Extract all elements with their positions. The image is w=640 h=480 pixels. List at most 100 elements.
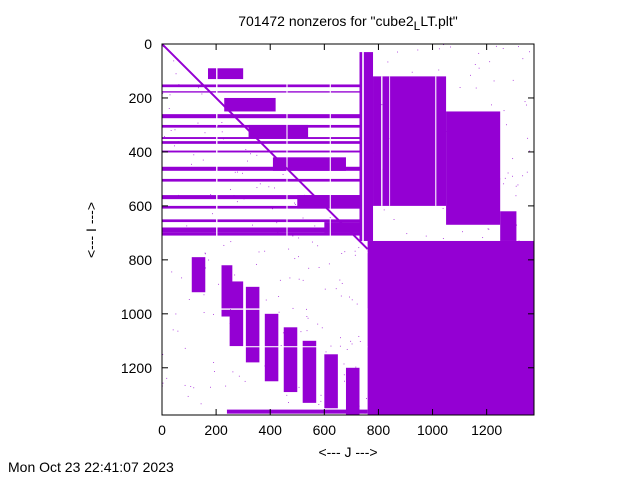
nonzero-dot xyxy=(191,163,192,165)
nonzero-dot xyxy=(243,198,245,200)
nonzero-panel xyxy=(224,97,276,112)
nonzero-dot xyxy=(478,213,479,215)
nonzero-dot xyxy=(503,183,505,185)
nonzero-dot xyxy=(256,187,258,189)
nonzero-dot xyxy=(320,394,322,396)
nonzero-dot xyxy=(340,337,341,339)
nonzero-dot xyxy=(494,209,496,211)
nonzero-dot xyxy=(314,225,316,227)
nonzero-dot xyxy=(343,363,345,365)
nonzero-dot xyxy=(443,44,445,46)
nonzero-dot xyxy=(173,60,175,62)
nonzero-dot xyxy=(376,100,377,102)
nonzero-dot xyxy=(325,369,327,371)
nonzero-row-stripe xyxy=(226,409,368,414)
nonzero-dot xyxy=(229,323,231,324)
zero-gap xyxy=(286,44,288,241)
nonzero-dot xyxy=(203,281,204,283)
nonzero-dot xyxy=(406,233,408,235)
nonzero-dot xyxy=(339,345,341,347)
nonzero-dot xyxy=(311,200,312,202)
nonzero-dot xyxy=(515,195,517,197)
nonzero-dot xyxy=(258,343,260,345)
nonzero-dot xyxy=(482,237,484,239)
nonzero-dot xyxy=(366,398,367,399)
nonzero-dot xyxy=(354,254,356,256)
nonzero-dot xyxy=(311,380,313,382)
nonzero-dot xyxy=(397,51,398,53)
nonzero-dot xyxy=(292,235,294,237)
nonzero-dot xyxy=(278,311,280,313)
nonzero-dot xyxy=(277,232,279,233)
nonzero-dot xyxy=(302,217,304,219)
axes: 0 200 400 600 800 1000 1200 0 200 400 600 800 1000 12… xyxy=(121,36,534,438)
nonzero-dot xyxy=(251,361,253,362)
nonzero-dot xyxy=(177,330,179,332)
nonzero-dot xyxy=(393,219,395,220)
nonzero-dot xyxy=(507,172,509,174)
nonzero-dot xyxy=(339,279,341,281)
nonzero-dot xyxy=(412,103,413,105)
zero-gap xyxy=(362,44,364,241)
nonzero-dot xyxy=(438,69,440,71)
nonzero-dot xyxy=(306,330,308,332)
nonzero-dot xyxy=(318,266,320,268)
nonzero-dot xyxy=(467,127,469,128)
nonzero-dot xyxy=(412,147,414,148)
nonzero-dot xyxy=(383,209,385,211)
nonzero-dot xyxy=(468,192,470,194)
x-tick-label: 0 xyxy=(158,422,166,438)
nonzero-dot xyxy=(187,395,189,397)
nonzero-dot xyxy=(178,84,180,85)
nonzero-dot xyxy=(478,67,480,69)
nonzero-col-block xyxy=(324,354,338,409)
nonzero-dot xyxy=(343,374,345,376)
nonzero-dot xyxy=(375,155,377,157)
nonzero-dot xyxy=(234,274,236,276)
nonzero-dot xyxy=(256,154,258,156)
nonzero-dot xyxy=(412,177,414,178)
x-axis-label: <--- J ---> xyxy=(318,444,377,460)
nonzero-dot xyxy=(425,235,427,237)
nonzero-dot xyxy=(229,189,231,191)
nonzero-dot xyxy=(335,410,337,412)
nonzero-dot xyxy=(459,171,461,173)
nonzero-dot xyxy=(208,259,210,261)
nonzero-dot xyxy=(356,303,358,305)
nonzero-dot xyxy=(411,71,413,73)
nonzero-dot xyxy=(369,206,371,208)
nonzero-dot xyxy=(264,227,265,229)
nonzero-dot xyxy=(210,386,211,388)
nonzero-dot xyxy=(175,313,177,315)
nonzero-dot xyxy=(318,404,320,405)
nonzero-dot xyxy=(311,372,313,373)
y-axis-label: <--- I ---> xyxy=(83,202,99,258)
nonzero-row-stripe xyxy=(162,124,368,128)
nonzero-dot xyxy=(204,132,206,134)
nonzero-dot xyxy=(223,244,225,246)
nonzero-dot xyxy=(499,178,501,180)
nonzero-dot xyxy=(346,348,348,350)
nonzero-dot xyxy=(320,400,322,402)
nonzero-dot xyxy=(485,151,486,153)
nonzero-dot xyxy=(242,172,243,174)
nonzero-row-stripe xyxy=(162,195,368,200)
nonzero-dot xyxy=(172,329,174,331)
nonzero-dot xyxy=(442,238,444,239)
nonzero-dot xyxy=(331,383,333,385)
nonzero-dot xyxy=(170,130,172,131)
nonzero-dot xyxy=(324,288,326,290)
nonzero-dot xyxy=(344,380,345,382)
x-tick-label: 1000 xyxy=(417,422,448,438)
nonzero-dot xyxy=(518,46,519,48)
nonzero-dot xyxy=(364,412,366,414)
nonzero-dot xyxy=(328,263,330,265)
nonzero-dot xyxy=(445,131,447,132)
nonzero-dot xyxy=(341,282,343,284)
nonzero-dot xyxy=(177,194,179,196)
nonzero-col-block xyxy=(302,340,317,403)
nonzero-col-block xyxy=(345,367,360,415)
zero-gap xyxy=(162,346,368,348)
nonzero-dot xyxy=(265,299,267,301)
